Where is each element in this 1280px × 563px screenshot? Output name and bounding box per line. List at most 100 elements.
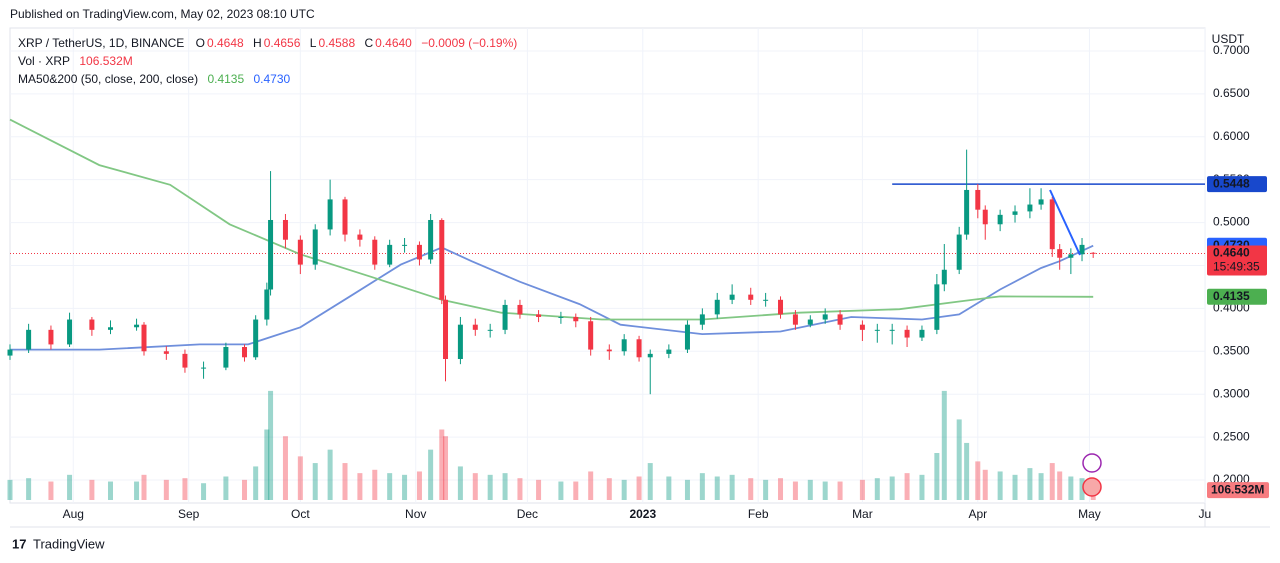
volume-bar [763, 479, 769, 500]
volume-bar [108, 481, 114, 500]
candle-body [387, 244, 393, 265]
volume-bar [807, 479, 813, 500]
volume-bar [874, 478, 880, 500]
ohlc-key: O [195, 36, 205, 50]
x-tick-label: Ju [1199, 507, 1212, 521]
volume-bar [859, 479, 865, 500]
candle-body [904, 329, 910, 338]
volume-bar [666, 476, 672, 500]
volume-bar [982, 469, 988, 500]
y-tick-label: 0.6500 [1213, 86, 1250, 100]
ma-line: MA50&200 (50, close, 200, close) 0.4135 … [18, 72, 292, 86]
candle-body [297, 239, 303, 265]
candle-body [141, 324, 147, 352]
marks: 0.20000.25000.30000.35000.40000.45000.50… [7, 28, 1269, 521]
candle-body [1049, 199, 1055, 250]
event-icon[interactable] [1082, 453, 1102, 473]
ma-value: 0.4135 [207, 72, 245, 86]
volume-bar [443, 436, 449, 500]
volume-bar [26, 478, 32, 500]
volume-bar [1068, 476, 1074, 500]
volume-bar [502, 473, 508, 500]
candle-body [416, 244, 422, 260]
event-icon[interactable] [1082, 477, 1102, 497]
volume-label-box [1207, 482, 1269, 499]
candle-body [807, 319, 813, 325]
volume-bar [956, 419, 962, 500]
volume-bar [439, 429, 445, 500]
volume-bar [964, 442, 970, 500]
y-tick-label: 0.2500 [1213, 429, 1250, 443]
volume-bar [416, 471, 422, 500]
x-tick-label: Feb [748, 507, 769, 521]
x-tick-label: Apr [968, 507, 987, 521]
candle-body [472, 324, 478, 330]
volume-bar [1079, 478, 1085, 500]
volume-bar [699, 473, 705, 500]
y-tick-label: 0.5000 [1213, 215, 1250, 229]
x-tick-label: Oct [291, 507, 310, 521]
candle-body [956, 234, 962, 270]
volume-bar [778, 478, 784, 500]
candle-body [975, 189, 981, 210]
volume-bar [588, 471, 594, 500]
candle-body [108, 327, 114, 330]
volume-bar [264, 429, 270, 500]
x-tick-label: Nov [405, 507, 426, 521]
candle-body [1012, 211, 1018, 215]
volume-bar [573, 481, 579, 500]
volume-bar [837, 481, 843, 500]
candle-body [487, 329, 493, 331]
candle-body [89, 319, 95, 330]
volume-bar [606, 478, 612, 500]
volume-label: 106.532M [1211, 482, 1264, 496]
volume-bar [941, 390, 947, 500]
candle-body [268, 219, 274, 290]
currency-label: USDT [1212, 32, 1245, 46]
volume-bar [134, 481, 140, 500]
candle-body [636, 339, 642, 358]
candle-body [684, 324, 690, 350]
candle-body [621, 339, 627, 352]
ma200-label-box [1207, 288, 1267, 305]
candle-body [919, 329, 925, 338]
candle-body [588, 321, 594, 350]
volume-value: 106.532M [79, 54, 133, 68]
volume-bar [182, 478, 188, 500]
ohlc-key: C [364, 36, 374, 50]
ma-title: MA50&200 (50, close, 200, close) [18, 72, 199, 86]
candle-body [997, 214, 1003, 225]
volume-bar [89, 479, 95, 500]
level-label: 0.5448 [1213, 176, 1250, 190]
candle-body [573, 316, 579, 322]
candle-body [941, 269, 947, 285]
ohlc-value: 0.4656 [263, 36, 301, 50]
volume-bar [997, 471, 1003, 500]
candle-body [964, 189, 970, 235]
volume-bar [558, 481, 564, 500]
volume-bar [7, 479, 13, 500]
candle-body [457, 324, 463, 360]
ohlc-key: H [253, 36, 262, 50]
volume-bar [268, 390, 274, 500]
ma-line [10, 244, 1094, 351]
volume-bar [472, 473, 478, 500]
volume-bar [372, 469, 378, 500]
last-price-box [1207, 245, 1267, 276]
y-tick-label: 0.6000 [1213, 129, 1250, 143]
candle-body [822, 314, 828, 320]
candle-body [372, 239, 378, 265]
volume-bar [342, 463, 348, 500]
x-tick-label: May [1078, 507, 1101, 521]
volume-bar [904, 473, 910, 500]
candle-body [1038, 199, 1044, 205]
candle-body [792, 314, 798, 325]
candle-body [163, 351, 169, 354]
candle-body [982, 209, 988, 225]
candle-body [729, 294, 735, 300]
symbol: XRP / TetherUS, 1D, BINANCE [18, 36, 185, 50]
candle-body [48, 329, 54, 345]
candle-body [312, 229, 318, 265]
candle-body [666, 349, 672, 354]
